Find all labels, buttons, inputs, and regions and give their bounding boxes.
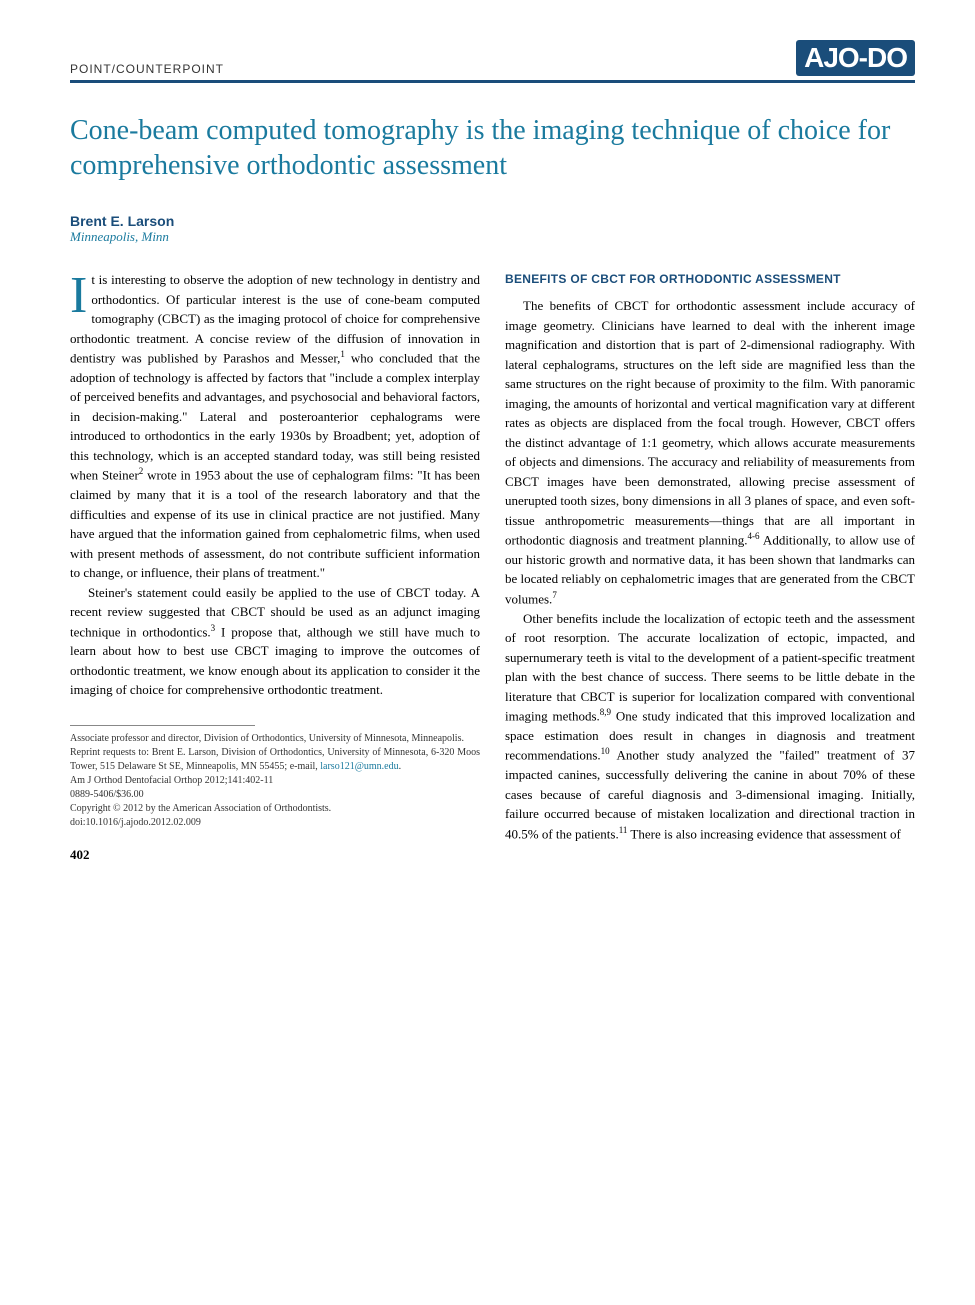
footer-reprint: Reprint requests to: Brent E. Larson, Di… xyxy=(70,746,480,774)
footer-copyright: Copyright © 2012 by the American Associa… xyxy=(70,802,480,816)
header-bar: POINT/COUNTERPOINT AJO-DO xyxy=(70,40,915,83)
footer-email-link[interactable]: larso121@umn.edu xyxy=(320,761,398,772)
left-column: It is interesting to observe the adoptio… xyxy=(70,270,480,864)
citation-4-6: 4-6 xyxy=(747,531,759,541)
para3-text-a: The benefits of CBCT for orthodontic ass… xyxy=(505,298,915,547)
body-columns: It is interesting to observe the adoptio… xyxy=(70,270,915,864)
para1-text-c: wrote in 1953 about the use of cephalogr… xyxy=(70,468,480,581)
para4-text-a: Other benefits include the localization … xyxy=(505,611,915,724)
citation-10: 10 xyxy=(601,746,610,756)
footer-affiliation: Associate professor and director, Divisi… xyxy=(70,732,480,746)
paragraph-2: Steiner's statement could easily be appl… xyxy=(70,583,480,700)
author-location: Minneapolis, Minn xyxy=(70,229,915,245)
section-heading: BENEFITS OF CBCT FOR ORTHODONTIC ASSESSM… xyxy=(505,270,915,288)
author-block: Brent E. Larson Minneapolis, Minn xyxy=(70,213,915,245)
citation-7: 7 xyxy=(552,590,557,600)
footer-doi: doi:10.1016/j.ajodo.2012.02.009 xyxy=(70,816,480,830)
footer-issn: 0889-5406/$36.00 xyxy=(70,788,480,802)
paragraph-3: The benefits of CBCT for orthodontic ass… xyxy=(505,296,915,609)
dropcap: I xyxy=(70,270,91,318)
section-label: POINT/COUNTERPOINT xyxy=(70,62,224,76)
para4-text-d: There is also increasing evidence that a… xyxy=(627,826,900,841)
footer-separator xyxy=(70,725,255,726)
journal-logo: AJO-DO xyxy=(796,40,915,76)
citation-8-9: 8,9 xyxy=(600,707,611,717)
footer-block: Associate professor and director, Divisi… xyxy=(70,732,480,830)
paragraph-4: Other benefits include the localization … xyxy=(505,609,915,844)
footer-citation: Am J Orthod Dentofacial Orthop 2012;141:… xyxy=(70,774,480,788)
article-title: Cone-beam computed tomography is the ima… xyxy=(70,113,915,183)
right-column: BENEFITS OF CBCT FOR ORTHODONTIC ASSESSM… xyxy=(505,270,915,864)
para1-text-b: who concluded that the adoption of techn… xyxy=(70,350,480,482)
author-name: Brent E. Larson xyxy=(70,213,915,229)
page-number: 402 xyxy=(70,845,480,865)
paragraph-1: It is interesting to observe the adoptio… xyxy=(70,270,480,583)
